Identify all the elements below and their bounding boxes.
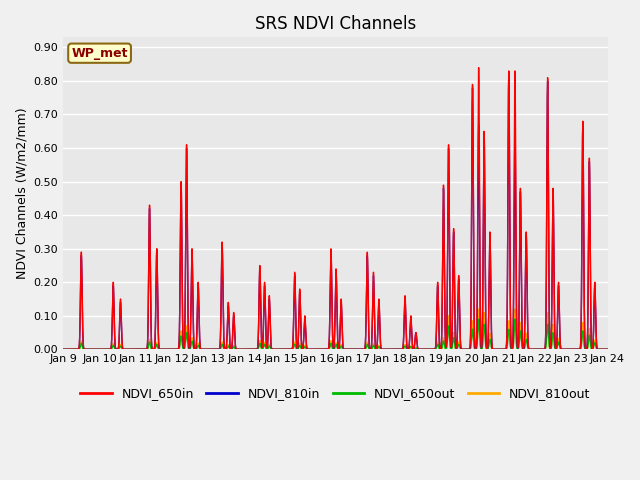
Title: SRS NDVI Channels: SRS NDVI Channels (255, 15, 416, 33)
Y-axis label: NDVI Channels (W/m2/mm): NDVI Channels (W/m2/mm) (15, 108, 28, 279)
Legend: NDVI_650in, NDVI_810in, NDVI_650out, NDVI_810out: NDVI_650in, NDVI_810in, NDVI_650out, NDV… (76, 383, 595, 406)
Text: WP_met: WP_met (71, 47, 128, 60)
